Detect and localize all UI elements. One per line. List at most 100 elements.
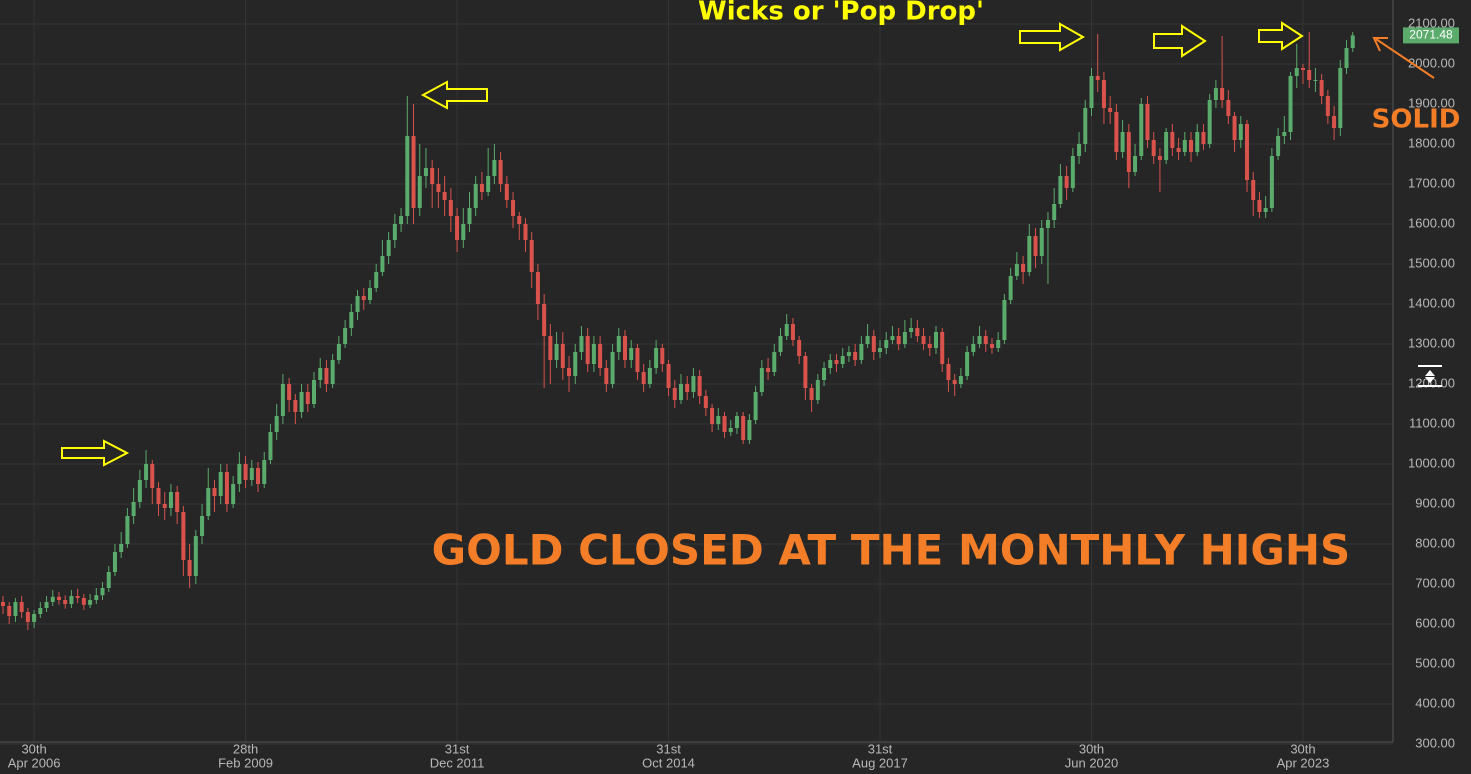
- candle-body: [486, 176, 491, 192]
- candle-body: [703, 396, 708, 408]
- candle-body: [324, 368, 329, 384]
- candle-body: [1133, 156, 1138, 172]
- candle-body: [921, 336, 926, 344]
- candle-body: [809, 388, 814, 400]
- candle-body: [1095, 76, 1100, 80]
- y-tick-label: 1400.00: [1408, 295, 1455, 310]
- candle-body: [672, 388, 677, 400]
- candle-body: [32, 614, 37, 622]
- candle-body: [181, 512, 186, 560]
- candle-body: [1319, 80, 1324, 96]
- candle-body: [511, 200, 516, 216]
- y-tick-label: 2000.00: [1408, 55, 1455, 70]
- candle-body: [1332, 116, 1337, 128]
- arrow: [1258, 21, 1304, 51]
- candle-body: [50, 596, 55, 602]
- candle-body: [343, 328, 348, 344]
- candle-body: [218, 472, 223, 496]
- candle-body: [1077, 144, 1082, 156]
- candle-body: [1, 602, 5, 606]
- candle-body: [1170, 132, 1175, 148]
- candle-body: [1108, 108, 1113, 112]
- candle-body: [1263, 208, 1268, 212]
- candle-body: [1220, 88, 1225, 100]
- y-tick-label: 2100.00: [1408, 15, 1455, 30]
- candle-body: [1338, 68, 1343, 128]
- candle-body: [280, 384, 285, 416]
- candle-body: [1232, 116, 1237, 140]
- candle-body: [249, 468, 254, 480]
- candle-body: [137, 480, 142, 502]
- candle-body: [293, 400, 298, 412]
- candle-body: [193, 536, 198, 576]
- candle-body: [1101, 80, 1106, 108]
- candle-body: [392, 224, 397, 240]
- candle-body: [1251, 180, 1256, 200]
- candle-body: [1282, 132, 1287, 136]
- y-tick-label: 1100.00: [1409, 415, 1455, 430]
- candle-body: [411, 136, 416, 208]
- candle-body: [231, 484, 236, 504]
- candle-body: [616, 336, 621, 352]
- candle-body: [1245, 124, 1249, 180]
- x-tick-label: Apr 2006: [8, 755, 61, 770]
- x-tick-label: 31st: [656, 741, 681, 756]
- scale-icon[interactable]: [1418, 365, 1442, 387]
- x-tick-label: 30th: [21, 741, 46, 756]
- candle-body: [654, 348, 659, 368]
- candle-body: [996, 340, 1001, 348]
- y-tick-label: 400.00: [1415, 695, 1455, 710]
- candle-body: [871, 336, 876, 352]
- candle-body: [88, 600, 93, 605]
- candle-body: [1039, 228, 1044, 256]
- candle-body: [19, 602, 24, 612]
- candle-body: [224, 472, 229, 504]
- candle-body: [940, 332, 945, 364]
- candle-body: [1014, 264, 1019, 276]
- candle-body: [399, 216, 404, 224]
- candle-body: [1213, 88, 1218, 100]
- candle-body: [1294, 68, 1299, 76]
- x-tick-label: 28th: [233, 741, 258, 756]
- candle-body: [1008, 276, 1013, 300]
- candle-body: [504, 184, 509, 200]
- candle-body: [753, 392, 758, 420]
- candle-body: [759, 368, 764, 392]
- candle-body: [144, 464, 149, 480]
- candle-body: [125, 516, 130, 544]
- candle-body: [666, 364, 671, 388]
- candle-body: [106, 572, 111, 588]
- annotation: GOLD CLOSED AT THE MONTHLY HIGHS: [432, 526, 1351, 575]
- candle-body: [1226, 100, 1231, 116]
- candle-body: [455, 216, 460, 240]
- candle-body: [1083, 108, 1088, 144]
- annotation: SOLID: [1372, 105, 1461, 135]
- candle-body: [1269, 156, 1274, 208]
- x-tick-label: 31st: [445, 741, 470, 756]
- candle-body: [430, 168, 435, 184]
- candle-body: [150, 464, 155, 488]
- candle-body: [865, 336, 870, 344]
- candle-body: [200, 516, 205, 536]
- y-tick-label: 1000.00: [1408, 455, 1455, 470]
- candle-body: [100, 588, 105, 596]
- candle-body: [1120, 132, 1125, 152]
- candle-body: [442, 192, 447, 200]
- y-tick-label: 1500.00: [1408, 255, 1455, 270]
- candle-body: [1045, 220, 1050, 228]
- candle-body: [934, 332, 938, 348]
- candle-body: [1313, 80, 1318, 81]
- candle-body: [834, 360, 839, 364]
- x-tick-label: 30th: [1079, 741, 1104, 756]
- candle-body: [1145, 104, 1150, 140]
- candle-body: [890, 336, 895, 340]
- candle-body: [878, 348, 883, 352]
- candle-body: [766, 368, 771, 372]
- candle-body: [741, 416, 746, 440]
- candle-body: [728, 428, 733, 432]
- candle-body: [629, 348, 634, 360]
- candle-body: [473, 184, 478, 208]
- candle-body: [1126, 132, 1131, 172]
- candle-body: [386, 240, 391, 256]
